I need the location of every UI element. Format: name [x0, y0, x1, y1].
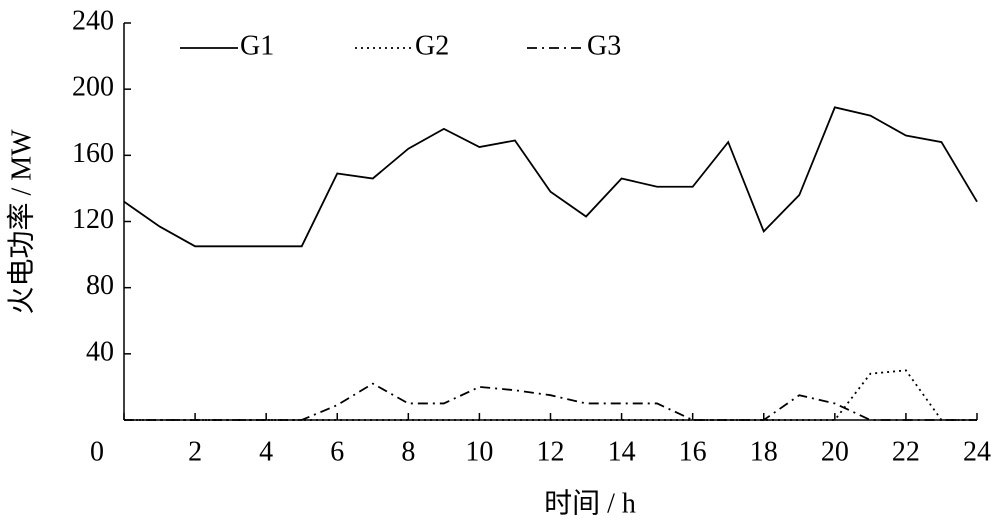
legend-label: G2 — [415, 30, 449, 61]
x-tick-label: 18 — [750, 436, 778, 467]
x-tick-label: 22 — [892, 436, 920, 467]
y-tick-label: 40 — [86, 336, 114, 367]
series-line — [124, 382, 977, 421]
y-tick-label: 200 — [72, 72, 114, 103]
legend-label: G3 — [587, 30, 621, 61]
x-tick-label: 24 — [963, 436, 991, 467]
x-tick-label: 12 — [537, 436, 565, 467]
legend-label: G1 — [240, 30, 274, 61]
y-tick-label: 240 — [72, 5, 114, 36]
x-tick-label: 6 — [330, 436, 344, 467]
y-tick-label: 80 — [86, 270, 114, 301]
series-line — [123, 106, 978, 248]
x-axis-label: 时间 / h — [544, 487, 636, 519]
series-line — [124, 369, 977, 421]
x-tick-label: 4 — [259, 436, 273, 467]
y-axis-label: 火电功率 / MW — [5, 129, 37, 315]
y-tick-label: 160 — [72, 138, 114, 169]
x-tick-label: 20 — [821, 436, 849, 467]
x-tick-label: 16 — [679, 436, 707, 467]
y-tick-label: 120 — [72, 204, 114, 235]
x-tick-label: 10 — [465, 436, 493, 467]
x-tick-label: 2 — [188, 436, 202, 467]
x-tick-label: 0 — [90, 436, 104, 467]
x-tick-label: 8 — [401, 436, 415, 467]
x-tick-label: 14 — [608, 436, 636, 467]
